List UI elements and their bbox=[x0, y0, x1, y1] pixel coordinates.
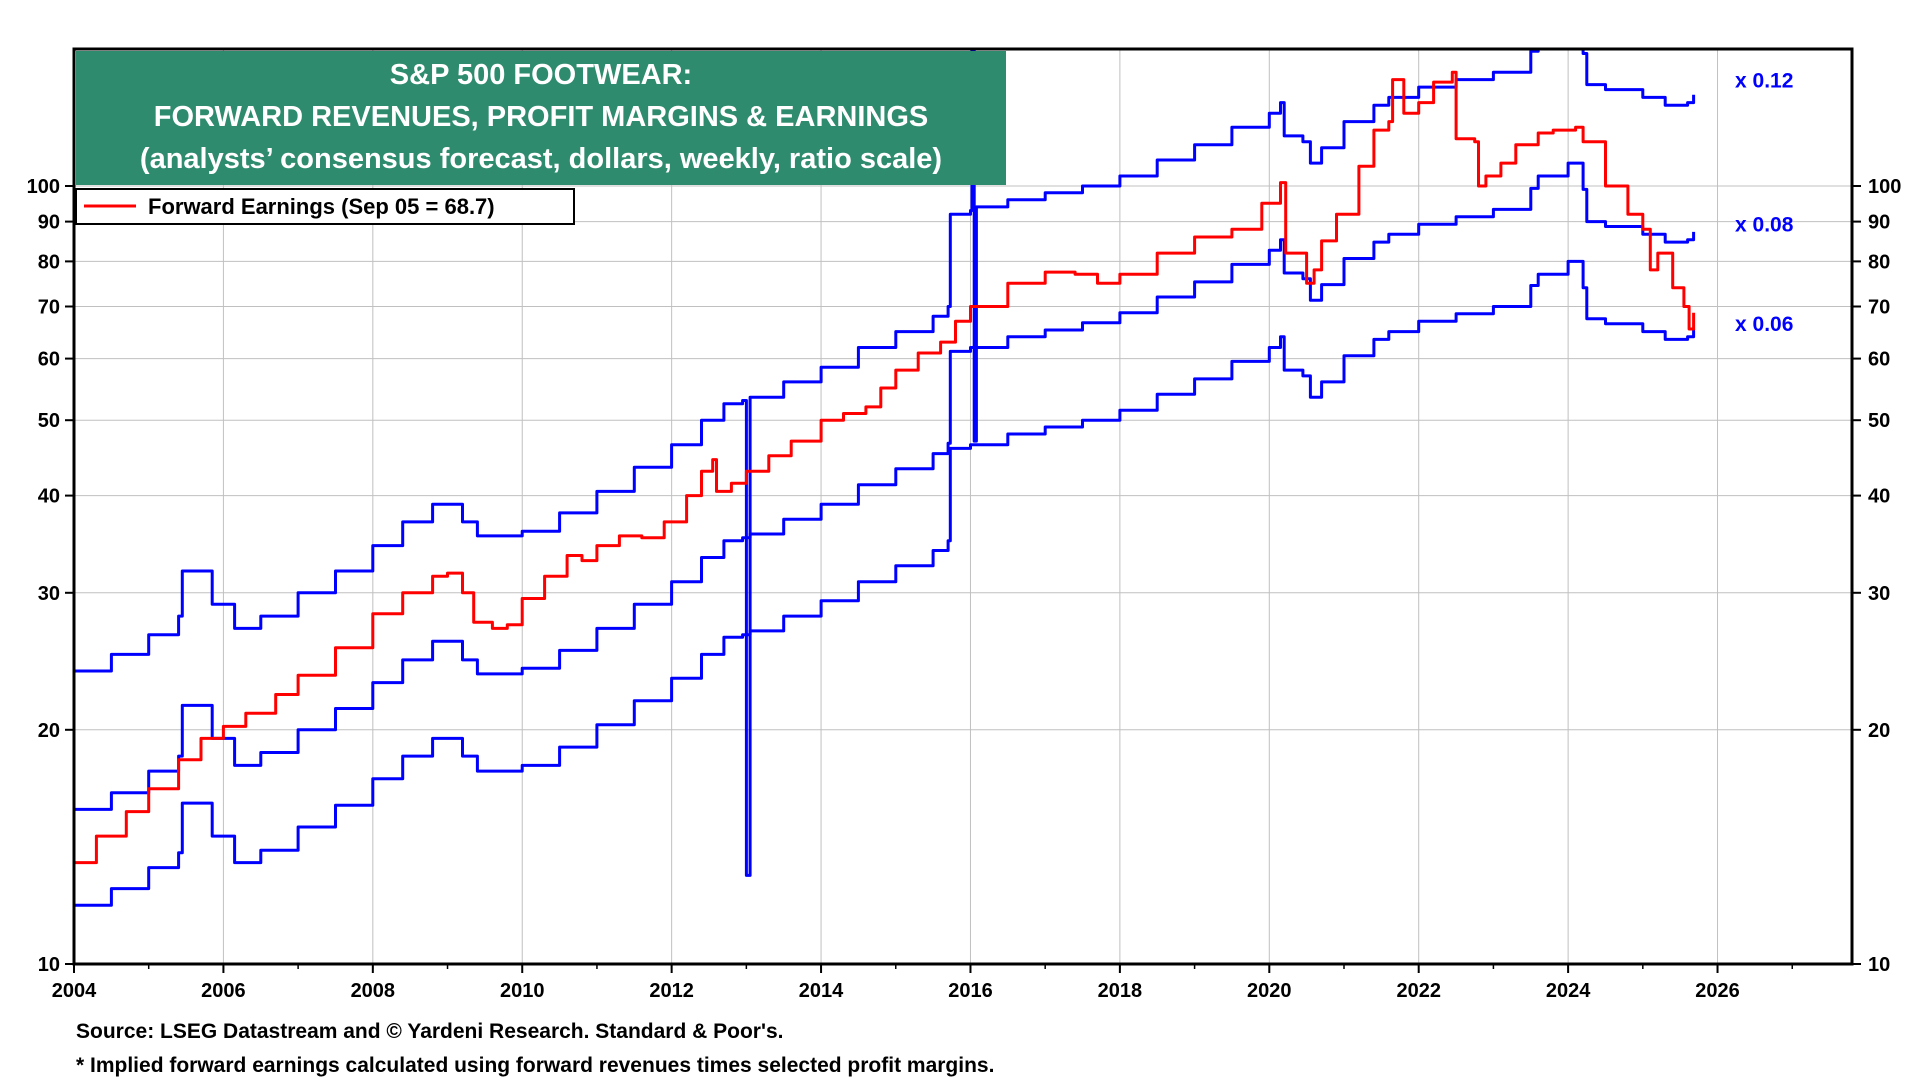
y-tick-label-right: 40 bbox=[1868, 486, 1890, 508]
y-tick-label-left: 80 bbox=[38, 251, 60, 273]
x-tick-label: 2020 bbox=[1247, 980, 1292, 1002]
y-tick-label-left: 40 bbox=[38, 486, 60, 508]
x-tick-label: 2004 bbox=[52, 980, 97, 1002]
x-tick-label: 2010 bbox=[500, 980, 545, 1002]
y-tick-label-left: 10 bbox=[38, 954, 60, 976]
y-tick-label-right: 80 bbox=[1868, 251, 1890, 273]
series-label-2: x 0.06 bbox=[1735, 313, 1793, 336]
y-axis-left: 10 20 30 40 50 60 70 80 90 100 bbox=[27, 176, 74, 976]
y-tick-label-left: 30 bbox=[38, 583, 60, 605]
series-line-margin-x-0-08 bbox=[74, 161, 1696, 811]
footnote-source: Source: LSEG Datastream and © Yardeni Re… bbox=[76, 1020, 783, 1043]
x-axis: 2004 2006 2008 2010 2012 2014 2016 2018 2020 2022… bbox=[52, 964, 1793, 1002]
plot-frame bbox=[72, 47, 1854, 966]
y-tick-label-right: 70 bbox=[1868, 297, 1890, 319]
series-line-margin-x-0-06 bbox=[74, 259, 1696, 907]
series-line-forward-earnings bbox=[74, 70, 1696, 865]
x-tick-label: 2018 bbox=[1098, 980, 1143, 1002]
x-tick-label: 2024 bbox=[1546, 980, 1591, 1002]
series-labels: x 0.12 x 0.08 x 0.06 bbox=[1735, 70, 1794, 336]
y-tick-label-right: 60 bbox=[1868, 349, 1890, 371]
y-tick-label-right: 100 bbox=[1868, 176, 1901, 198]
grid-lines bbox=[74, 49, 1852, 964]
x-tick-label: 2022 bbox=[1396, 980, 1441, 1002]
y-tick-label-left: 90 bbox=[38, 212, 60, 234]
legend: Forward Earnings (Sep 05 = 68.7) bbox=[75, 188, 575, 225]
y-tick-label-left: 50 bbox=[38, 410, 60, 432]
y-tick-label-right: 20 bbox=[1868, 720, 1890, 742]
x-tick-label: 2016 bbox=[948, 980, 993, 1002]
chart-title-line-1: S&P 500 FOOTWEAR: bbox=[390, 59, 692, 91]
x-tick-label: 2012 bbox=[649, 980, 694, 1002]
y-tick-label-left: 60 bbox=[38, 349, 60, 371]
y-tick-label-right: 50 bbox=[1868, 410, 1890, 432]
chart-title-line-3: (analysts’ consensus forecast, dollars, … bbox=[140, 143, 942, 175]
x-tick-label: 2008 bbox=[351, 980, 396, 1002]
y-tick-label-left: 20 bbox=[38, 720, 60, 742]
title-box: S&P 500 FOOTWEAR: FORWARD REVENUES, PROF… bbox=[76, 51, 1006, 185]
y-tick-label-left: 70 bbox=[38, 297, 60, 319]
chart-title-line-2: FORWARD REVENUES, PROFIT MARGINS & EARNI… bbox=[154, 101, 928, 133]
legend-label-earnings: Forward Earnings (Sep 05 = 68.7) bbox=[148, 194, 495, 219]
y-tick-label-right: 30 bbox=[1868, 583, 1890, 605]
legend-box bbox=[75, 188, 575, 225]
y-axis-right: 10 20 30 40 50 60 70 80 90 100 bbox=[1852, 176, 1901, 976]
title-box-background bbox=[76, 51, 1006, 185]
x-tick-label: 2006 bbox=[201, 980, 246, 1002]
y-tick-label-left: 100 bbox=[27, 176, 60, 198]
series-label-0: x 0.12 bbox=[1735, 70, 1793, 93]
x-tick-label: 2026 bbox=[1695, 980, 1740, 1002]
x-tick-label: 2014 bbox=[799, 980, 844, 1002]
y-tick-label-right: 10 bbox=[1868, 954, 1890, 976]
series-lines bbox=[74, 49, 1696, 907]
y-tick-label-right: 90 bbox=[1868, 212, 1890, 234]
footnote-implied: * Implied forward earnings calculated us… bbox=[76, 1054, 994, 1077]
series-label-1: x 0.08 bbox=[1735, 213, 1794, 236]
